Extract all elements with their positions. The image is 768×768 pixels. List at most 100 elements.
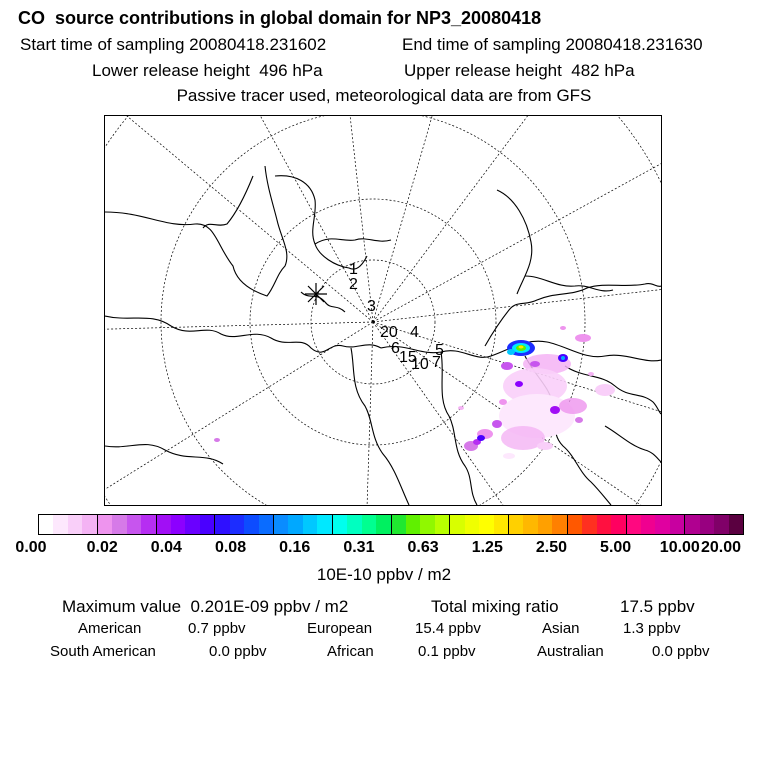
south-american-label: South American [50, 643, 156, 660]
latitude-circle [105, 116, 661, 505]
page-title: CO source contributions in global domain… [18, 8, 542, 28]
colorbar-swatch [141, 515, 157, 534]
colorbar-tick-label: 0.00 [15, 539, 47, 556]
colorbar-swatch [317, 515, 333, 534]
colorbar-swatch [53, 515, 68, 534]
colorbar-tick-label: 20.00 [700, 539, 742, 556]
australian-label: Australian [537, 643, 604, 660]
colorbar-swatch [434, 515, 451, 534]
polar-map: 1 2 3 20 4 6 5 15 10 7 [105, 116, 661, 505]
trajectory-labels: 1 2 3 20 4 6 5 15 10 7 [349, 261, 444, 373]
colorbar-swatch [288, 515, 303, 534]
american-value: 0.7 ppbv [188, 620, 246, 637]
african-value: 0.1 ppbv [418, 643, 476, 660]
colorbar-swatch [714, 515, 729, 534]
lower-height-text: Lower release height 496 hPa [92, 61, 323, 80]
colorbar-swatch [450, 515, 465, 534]
colorbar-swatch [626, 515, 641, 534]
colorbar-swatch [39, 515, 54, 534]
trajectory-label: 10 [411, 356, 429, 373]
meridian-line [349, 116, 374, 323]
meridian-line [372, 289, 661, 323]
colorbar-swatch [699, 515, 715, 534]
meridian-line [105, 321, 374, 490]
colorbar-tick-label: 0.02 [86, 539, 118, 556]
trajectory-label: 6 [391, 340, 400, 357]
meridian-line [366, 321, 374, 505]
trajectory-label: 2 [349, 276, 358, 293]
source-field [214, 326, 615, 459]
colorbar-tick-label: 5.00 [600, 539, 632, 556]
colorbar-swatch [185, 515, 200, 534]
total-mixing-value: 17.5 ppbv [620, 597, 695, 616]
colorbar-tick-label: 0.04 [150, 539, 182, 556]
south-american-value: 0.0 ppbv [209, 643, 267, 660]
trajectory-label: 20 [380, 324, 398, 341]
colorbar-swatch [405, 515, 421, 534]
colorbar-swatch [669, 515, 686, 534]
meridian-line [372, 321, 661, 413]
colorbar-swatch [728, 515, 743, 534]
australian-value: 0.0 ppbv [652, 643, 710, 660]
colorbar-swatch [611, 515, 627, 534]
colorbar-swatch [244, 515, 259, 534]
colorbar-swatch [82, 515, 98, 534]
colorbar-tick-label: 0.63 [407, 539, 439, 556]
colorbar-swatch [302, 515, 318, 534]
colorbar-swatch [464, 515, 480, 534]
trajectory-label: 5 [435, 342, 444, 359]
max-value-text: Maximum value 0.201E-09 ppbv / m2 [62, 597, 349, 616]
trajectory-label: 4 [410, 324, 419, 341]
colorbar-swatch [215, 515, 230, 534]
colorbar-swatch [582, 515, 597, 534]
colorbar-swatch [199, 515, 216, 534]
graticule [105, 116, 661, 505]
colorbar-swatch [685, 515, 700, 534]
colorbar-swatch [332, 515, 348, 534]
start-time-text: Start time of sampling 20080418.231602 [20, 35, 327, 54]
end-time-text: End time of sampling 20080418.231630 [402, 35, 703, 54]
colorbar-swatch [655, 515, 670, 534]
colorbar-tick-label: 0.08 [214, 539, 247, 556]
colorbar-swatch [391, 515, 406, 534]
colorbar-swatch [537, 515, 553, 534]
trajectory-label: 7 [432, 354, 441, 371]
tracer-note-text: Passive tracer used, meteorological data… [176, 86, 592, 105]
colorbar-swatch [567, 515, 583, 534]
colorbar-tick-label: 10.00 [659, 539, 700, 556]
colorbar-swatch [170, 515, 186, 534]
receptor-star-icon [305, 283, 327, 305]
colorbar-tick-label: 0.16 [279, 539, 311, 556]
colorbar-swatch [552, 515, 568, 534]
colorbar-swatch [97, 515, 113, 534]
european-value: 15.4 ppbv [415, 620, 481, 637]
colorbar-swatch [67, 515, 83, 534]
colorbar-swatch [493, 515, 509, 534]
colorbar-swatch [420, 515, 435, 534]
meridian-line [105, 321, 374, 330]
colorbar-unit-label: 10E-10 ppbv / m2 [316, 565, 452, 584]
latitude-circle [160, 116, 586, 505]
trajectory-label: 3 [367, 298, 376, 315]
latitude-circle [249, 198, 497, 446]
total-mixing-label: Total mixing ratio [431, 597, 559, 616]
colorbar-swatch [126, 515, 142, 534]
colorbar-swatch [258, 515, 274, 534]
trajectory-label: 1 [349, 261, 358, 278]
meridian-line [372, 116, 433, 323]
asian-label: Asian [542, 620, 580, 637]
asian-value: 1.3 ppbv [623, 620, 681, 637]
colorbar-swatch [274, 515, 289, 534]
european-label: European [307, 620, 373, 637]
colorbar-swatch [156, 515, 171, 534]
african-label: African [327, 643, 374, 660]
colorbar-swatch [640, 515, 656, 534]
meridian-line [372, 116, 528, 323]
meridian-line [260, 116, 374, 323]
meridian-line [126, 116, 374, 323]
colorbar-tick-label: 2.50 [535, 539, 568, 556]
colorbar-swatch [229, 515, 245, 534]
meridian-line [372, 163, 661, 323]
colorbar-swatch [509, 515, 524, 534]
upper-height-text: Upper release height 482 hPa [404, 61, 635, 80]
